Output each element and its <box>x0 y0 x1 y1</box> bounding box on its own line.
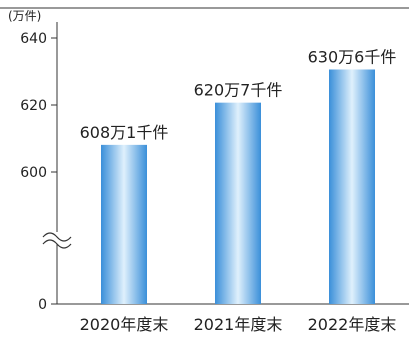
y-tick-label: 0 <box>38 297 47 313</box>
axis-break-mark <box>42 239 72 249</box>
axis-break-mark <box>42 232 72 242</box>
bar <box>215 102 261 304</box>
data-label: 608万1千件 <box>80 123 169 142</box>
y-tick-label: 620 <box>20 98 47 114</box>
bar <box>329 69 375 305</box>
bar <box>101 144 147 304</box>
category-label: 2022年度末 <box>308 315 397 334</box>
category-label: 2021年度末 <box>194 315 283 334</box>
y-tick-label: 640 <box>20 31 47 47</box>
data-label: 630万6千件 <box>308 47 397 66</box>
data-label: 620万7千件 <box>194 81 283 100</box>
unit-label: (万件) <box>8 9 41 23</box>
category-label: 2020年度末 <box>80 315 169 334</box>
y-tick-label: 600 <box>20 165 47 181</box>
